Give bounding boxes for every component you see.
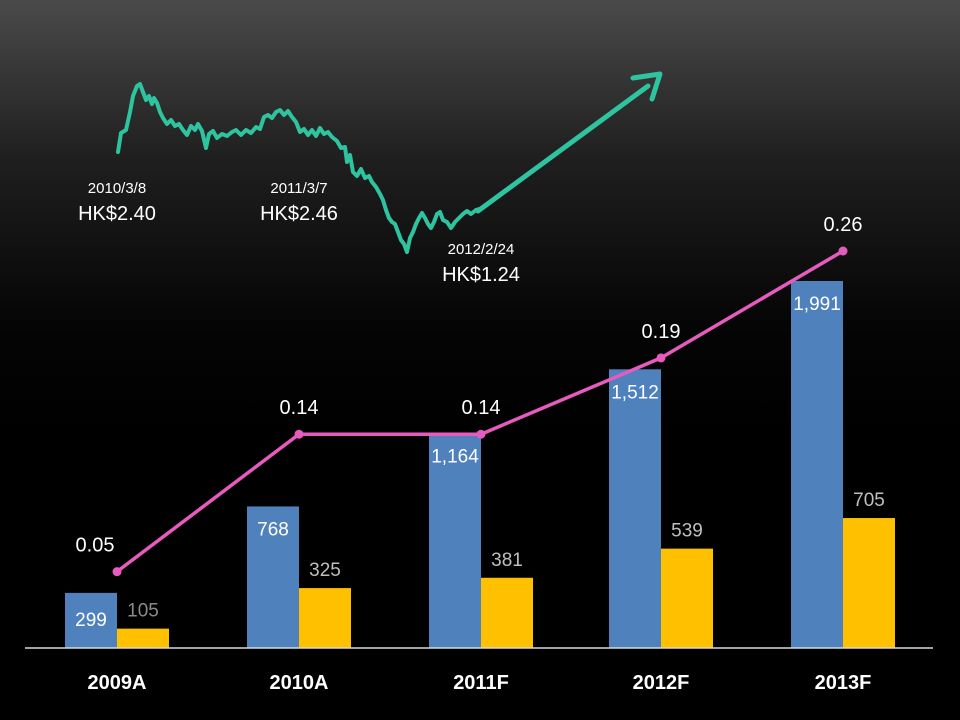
bar-series-1-2010A xyxy=(247,506,299,648)
bar-series-2-2013F xyxy=(843,518,895,648)
annotation-date-2012: 2012/2/24 xyxy=(448,241,515,258)
bar-series-2-2009A xyxy=(117,628,169,648)
line-label-2011F: 0.14 xyxy=(462,397,501,419)
trend-arrow-head xyxy=(630,71,663,102)
bar-label-series-2-2012F: 539 xyxy=(671,521,703,542)
x-tick-2011F: 2011F xyxy=(453,672,509,694)
annotation-price-2011: HK$2.46 xyxy=(260,203,338,225)
bar-series-1-2009A xyxy=(65,592,117,648)
x-tick-2010A: 2010A xyxy=(270,672,329,694)
bar-label-series-1-2013F: 1,991 xyxy=(793,294,841,315)
trend-arrow-shaft xyxy=(475,83,651,214)
line-point-2009A xyxy=(112,567,122,577)
bar-value-labels: 299 105 768 325 1,164 381 1,512 539 1,991 705 xyxy=(75,294,885,631)
annotation-date-2011: 2011/3/7 xyxy=(270,180,327,197)
bar-series-2-2012F xyxy=(661,548,713,648)
bar-series-1-2012F xyxy=(609,369,661,648)
bar-label-series-2-2010A: 325 xyxy=(309,560,341,581)
bars-layer xyxy=(65,281,895,648)
bar-label-series-1-2009A: 299 xyxy=(75,610,107,631)
line-label-2010A: 0.14 xyxy=(280,397,319,419)
x-tick-2012F: 2012F xyxy=(633,672,690,694)
bar-label-series-1-2012F: 1,512 xyxy=(611,382,659,403)
bar-label-series-2-2009A: 105 xyxy=(127,601,159,622)
bar-series-2-2011F xyxy=(481,577,533,648)
stock-price-inset: 2010/3/8 HK$2.40 2011/3/7 HK$2.46 2012/2… xyxy=(78,71,663,286)
line-point-2010A xyxy=(294,429,304,439)
line-label-2013F: 0.26 xyxy=(824,214,863,236)
bar-label-series-2-2011F: 381 xyxy=(491,550,523,571)
x-tick-2013F: 2013F xyxy=(815,672,872,694)
annotation-price-2010: HK$2.40 xyxy=(78,203,156,225)
annotation-price-2012: HK$1.24 xyxy=(442,264,520,286)
line-point-2011F xyxy=(476,429,486,439)
line-point-2012F xyxy=(656,353,666,363)
annotation-date-2010: 2010/3/8 xyxy=(88,180,146,197)
bar-series-1-2013F xyxy=(791,281,843,648)
bar-label-series-1-2011F: 1,164 xyxy=(431,446,479,467)
stock-price-trace xyxy=(116,82,482,254)
line-label-2012F: 0.19 xyxy=(642,321,681,343)
line-label-2009A: 0.05 xyxy=(76,535,115,557)
x-tick-2009A: 2009A xyxy=(88,672,147,694)
x-tick-labels: 2009A 2010A 2011F 2012F 2013F xyxy=(88,672,872,694)
bar-series-1-2011F xyxy=(429,433,481,648)
bar-label-series-2-2013F: 705 xyxy=(853,490,885,511)
line-series-layer: 0.05 0.14 0.14 0.19 0.26 xyxy=(76,214,863,577)
bar-label-series-1-2010A: 768 xyxy=(257,519,289,540)
line-point-2013F xyxy=(838,246,848,256)
bar-series-2-2010A xyxy=(299,588,351,648)
